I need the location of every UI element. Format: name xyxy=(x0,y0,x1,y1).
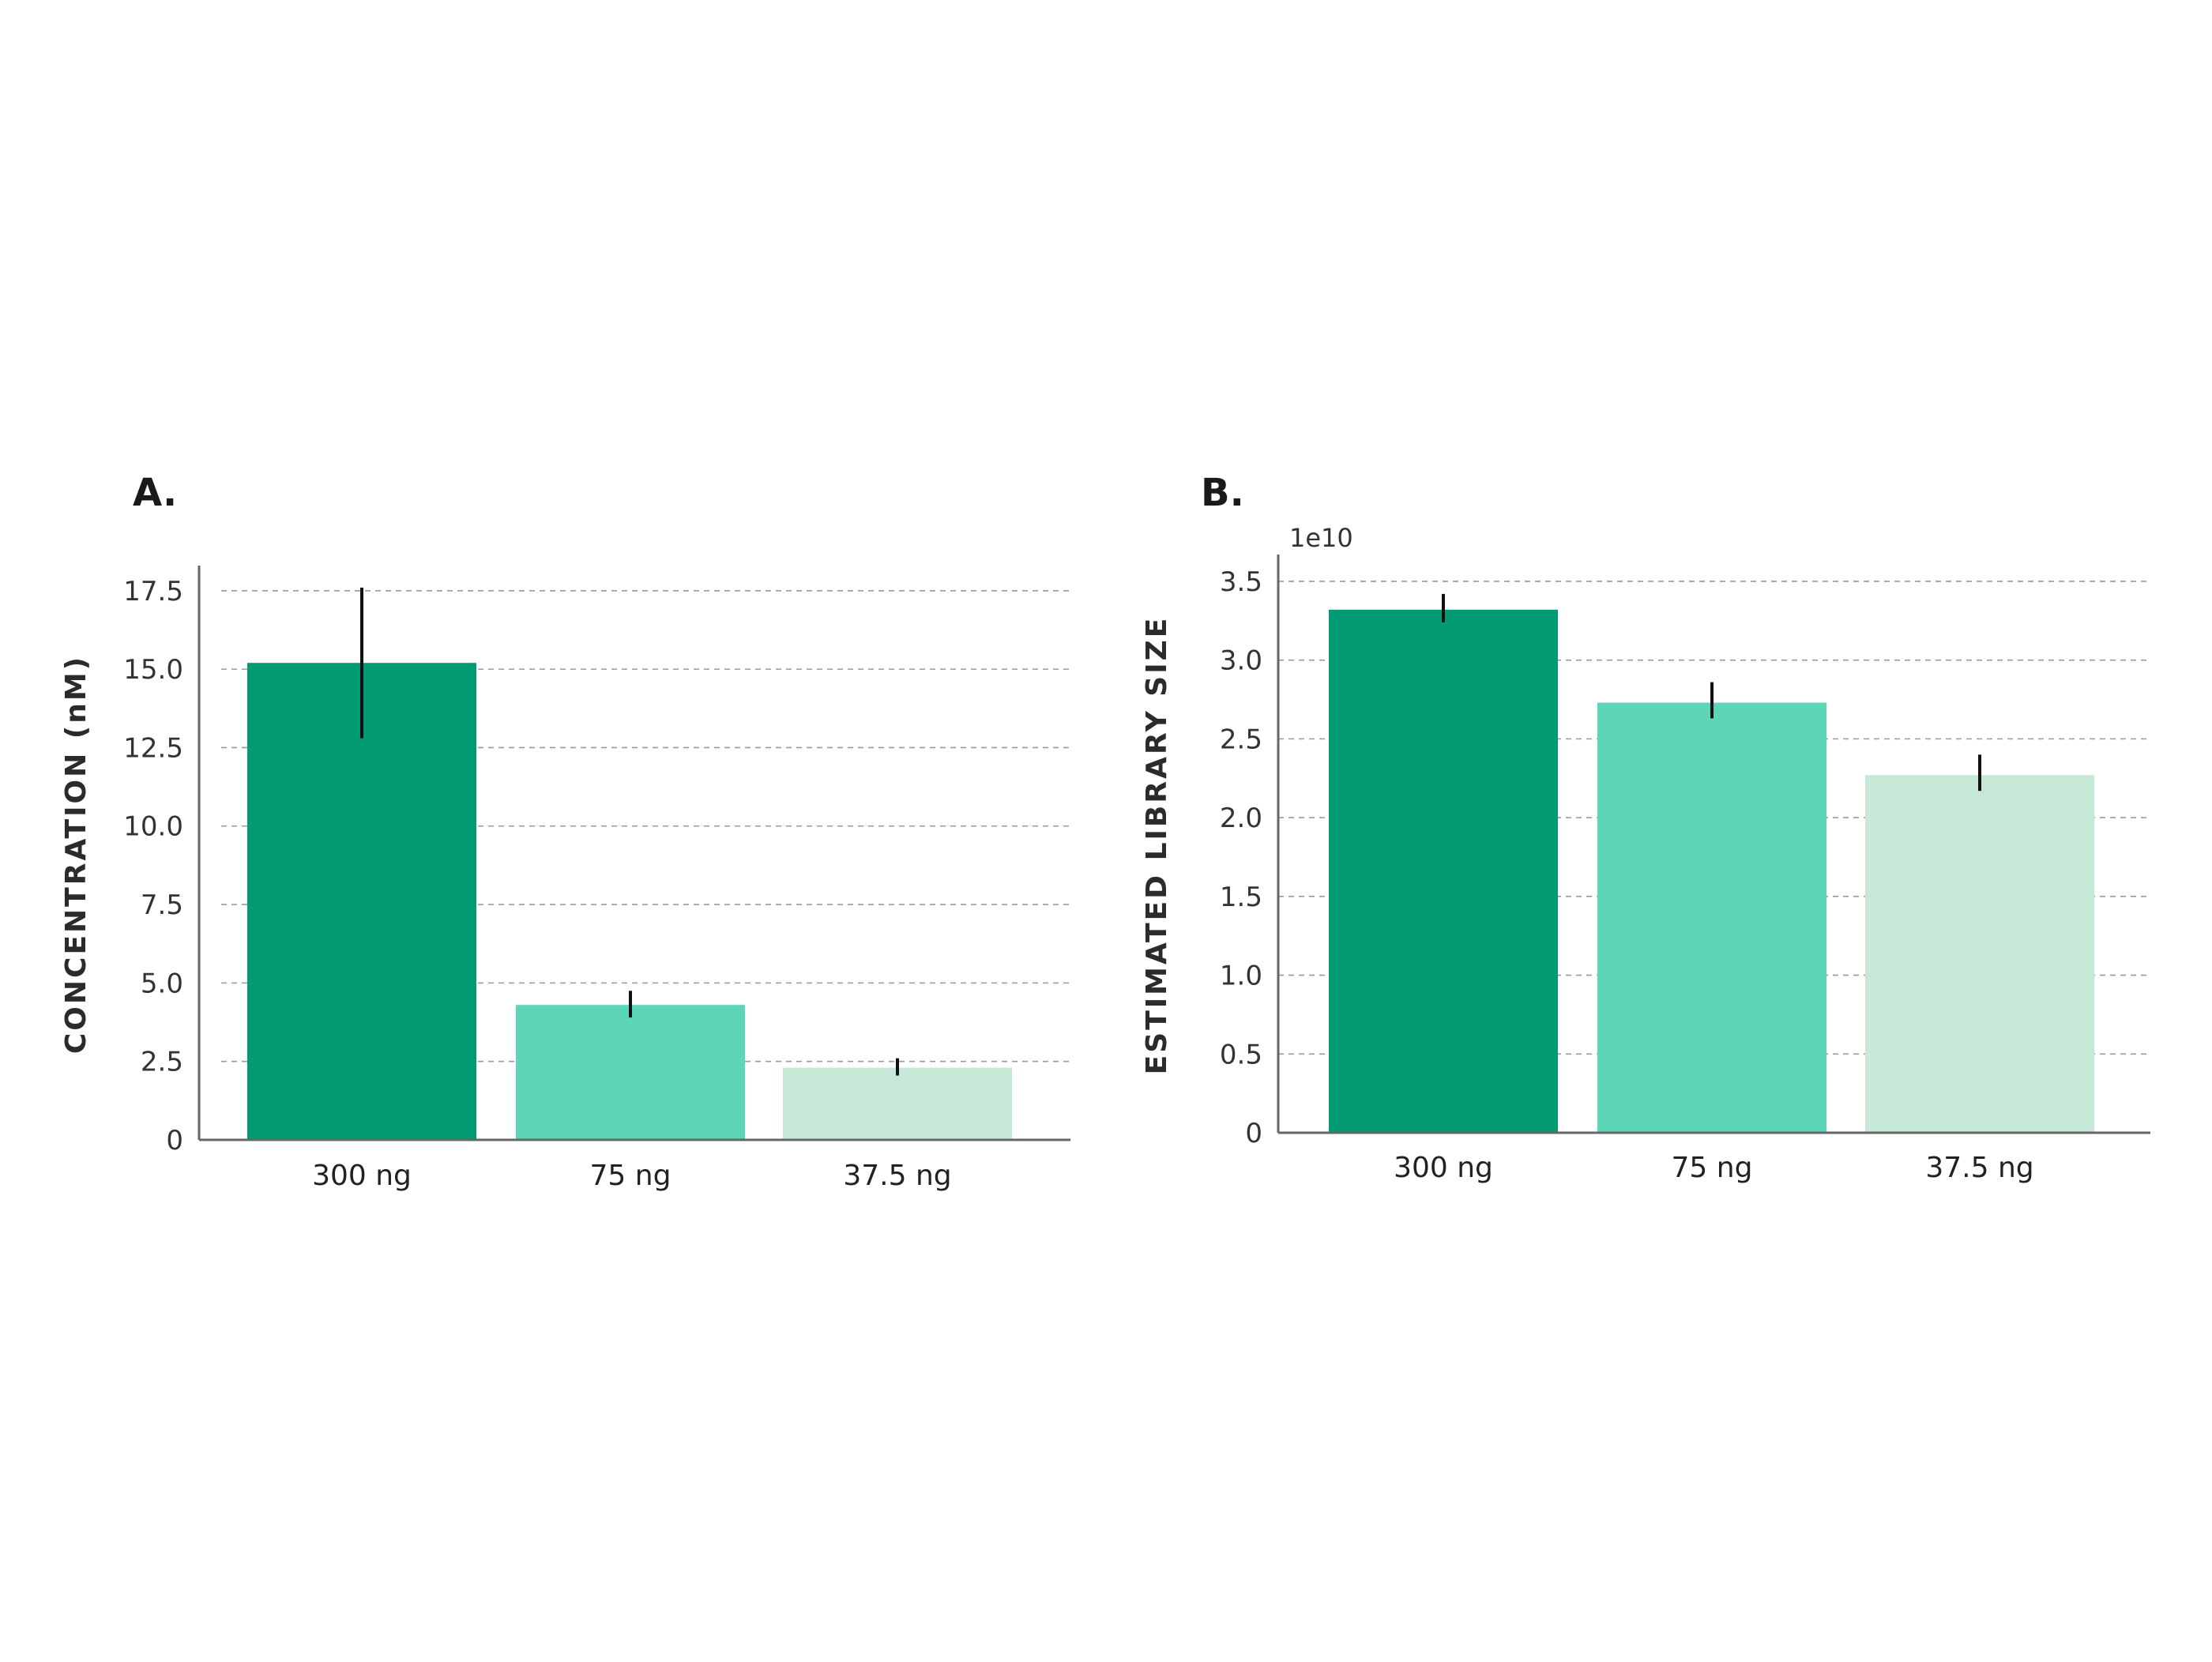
panel-a-x-tick-label: 75 ng xyxy=(590,1160,672,1192)
panel-b-x-tick-label: 75 ng xyxy=(1672,1152,1753,1184)
panel-b-y-tick-label: 3.5 xyxy=(1220,566,1262,598)
panel-b-bar-1 xyxy=(1329,609,1558,1133)
panel-b-label: B. xyxy=(1201,471,1244,515)
panel-a-y-tick-label: 7.5 xyxy=(141,889,183,921)
panel-a-y-tick-label: 0 xyxy=(166,1125,183,1156)
panel-a-y-tick-label: 5.0 xyxy=(141,968,183,999)
panel-b-y-tick-label: 2.0 xyxy=(1220,803,1262,834)
panel-a-y-tick-label: 17.5 xyxy=(123,576,183,607)
panel-b-offset-label: 1e10 xyxy=(1289,523,1353,553)
panel-a-x-tick-label: 37.5 ng xyxy=(843,1160,951,1192)
panel-b-y-tick-label: 1.5 xyxy=(1220,882,1262,913)
panel-b-y-tick-label: 2.5 xyxy=(1220,724,1262,755)
panel-a-y-tick-label: 12.5 xyxy=(123,732,183,764)
panel-a-y-tick-label: 2.5 xyxy=(141,1047,183,1078)
panel-b-bar-3 xyxy=(1865,775,2094,1133)
panel-b-y-axis-title: ESTIMATED LIBRARY SIZE xyxy=(1141,616,1173,1075)
panel-a-x-tick-label: 300 ng xyxy=(312,1160,412,1192)
panel-b-x-tick-label: 300 ng xyxy=(1394,1152,1493,1184)
panel-a-bar-2 xyxy=(516,1005,745,1140)
panel-a-bar-3 xyxy=(783,1067,1012,1140)
panel-b-bar-2 xyxy=(1597,702,1826,1133)
panel-a-bar-1 xyxy=(247,663,476,1140)
panel-a-y-tick-label: 10.0 xyxy=(123,811,183,843)
panel-b-y-tick-label: 1.0 xyxy=(1220,961,1262,992)
panel-b-y-tick-label: 3.0 xyxy=(1220,645,1262,677)
panel-b-y-tick-label: 0.5 xyxy=(1220,1039,1262,1070)
panel-a-y-axis-title: CONCENTRATION (nM) xyxy=(60,655,92,1054)
panel-a-label: A. xyxy=(133,471,177,515)
panel-b-y-tick-label: 0 xyxy=(1245,1118,1262,1149)
panel-b-x-tick-label: 37.5 ng xyxy=(1925,1152,2033,1184)
panel-a-y-tick-label: 15.0 xyxy=(123,654,183,686)
